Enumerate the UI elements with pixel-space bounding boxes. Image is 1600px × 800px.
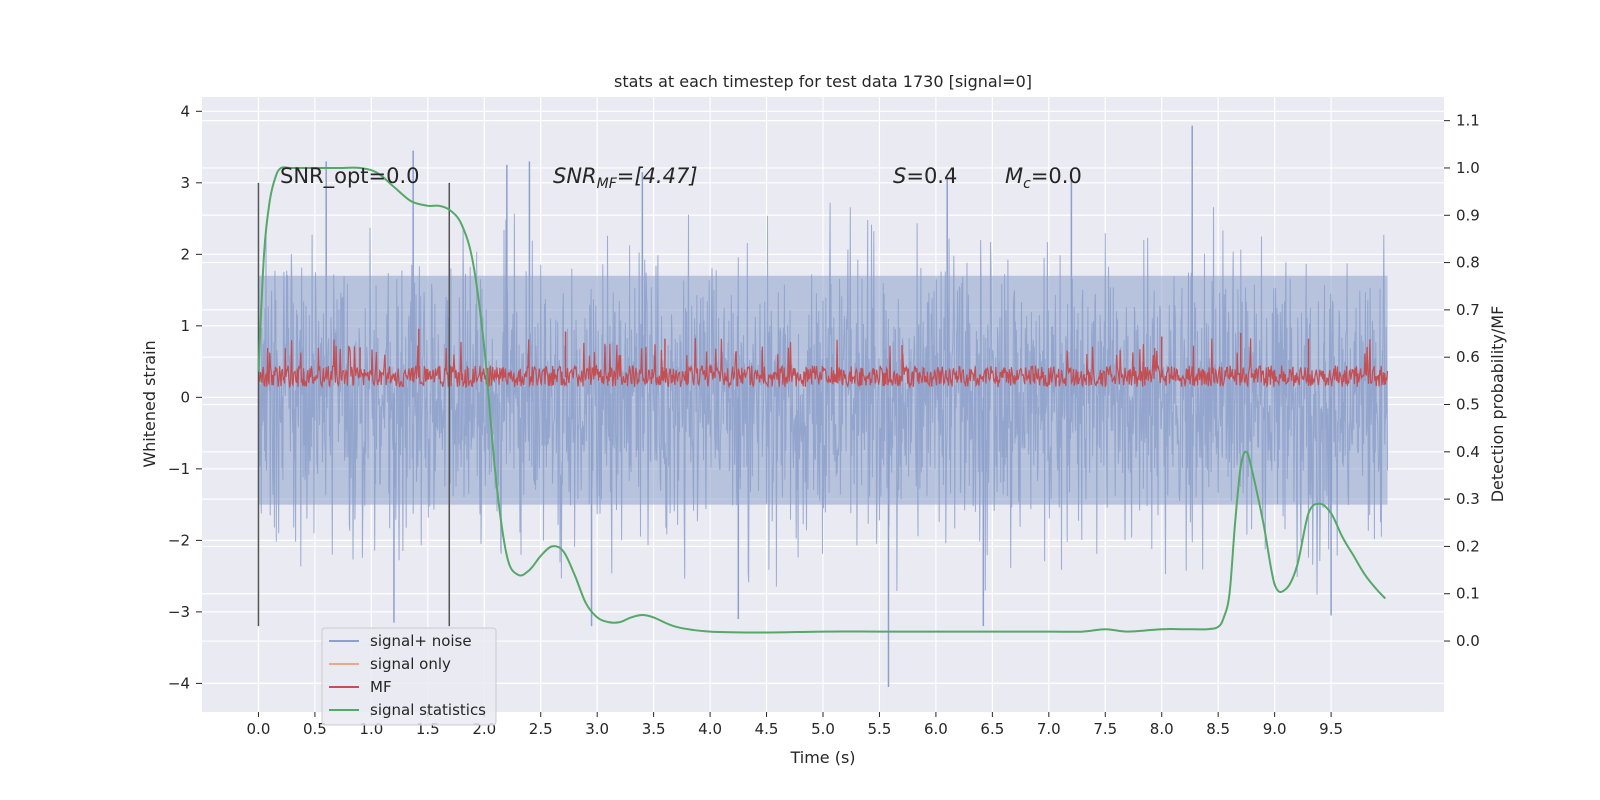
s-annotation: S=0.4 bbox=[893, 164, 957, 188]
right-y-tick-label: 0.7 bbox=[1456, 301, 1480, 319]
legend-box bbox=[321, 627, 497, 726]
x-tick-label: 7.0 bbox=[1037, 720, 1061, 738]
y-tick-label: −4 bbox=[168, 674, 190, 692]
y-tick-label: 4 bbox=[180, 102, 190, 120]
legend-label-signal-noise: signal+ noise bbox=[370, 632, 472, 650]
mf-series bbox=[257, 328, 1389, 389]
legend-label-signal-statistics: signal statistics bbox=[370, 701, 486, 719]
right-y-tick-label: 0.1 bbox=[1456, 585, 1480, 603]
x-tick-label: 5.5 bbox=[868, 720, 892, 738]
legend-label-mf: MF bbox=[370, 678, 392, 696]
x-tick-label: 5.0 bbox=[811, 720, 835, 738]
right-y-tick-label: 0.4 bbox=[1456, 443, 1480, 461]
right-y-tick-label: 0.6 bbox=[1456, 348, 1480, 366]
mc-sub: c bbox=[1023, 176, 1031, 192]
y-tick-label: 0 bbox=[180, 388, 190, 406]
x-tick-label: 0.0 bbox=[247, 720, 271, 738]
snr-mf-main: SNR bbox=[553, 164, 597, 188]
x-tick-label: 9.0 bbox=[1263, 720, 1287, 738]
chart-title: stats at each timestep for test data 173… bbox=[614, 72, 1032, 91]
s-main: S bbox=[893, 164, 906, 188]
y-axis-label: Whitened strain bbox=[140, 340, 159, 467]
y-tick-label: −3 bbox=[168, 603, 190, 621]
x-tick-label: 0.5 bbox=[303, 720, 327, 738]
legend: signal+ noise signal only MF signal stat… bbox=[321, 627, 497, 726]
mf-line bbox=[257, 338, 1389, 389]
snr-mf-annotation: SNRMF=[4.47] bbox=[553, 164, 698, 192]
x-tick-label: 6.0 bbox=[924, 720, 948, 738]
legend-label-signal-only: signal only bbox=[370, 655, 451, 673]
mc-main: M bbox=[1005, 164, 1023, 188]
y-tick-label: −1 bbox=[168, 460, 190, 478]
right-y-tick-label: 0.8 bbox=[1456, 254, 1480, 272]
mc-rest: =0.0 bbox=[1031, 164, 1082, 188]
y-tick-label: 3 bbox=[180, 174, 190, 192]
right-y-axis-label: Detection probability/MF bbox=[1488, 306, 1507, 503]
snr-mf-sub: MF bbox=[597, 176, 618, 192]
vertical-markers bbox=[257, 182, 451, 627]
signal-noise-core-band bbox=[258, 275, 1388, 505]
signal-noise-series bbox=[258, 125, 1388, 687]
x-axis-label: Time (s) bbox=[789, 748, 855, 767]
right-y-tick-label: 0.5 bbox=[1456, 396, 1480, 414]
y-tick-label: 2 bbox=[180, 245, 190, 263]
axes: 0.0 0.5 1.0 1.5 2.0 2.5 3.0 3.5 4.0 4.5 5.0 5.5 6.0 6… bbox=[168, 102, 1480, 738]
right-y-tick-label: 0.0 bbox=[1456, 632, 1480, 650]
right-y-tick-label: 0.9 bbox=[1456, 206, 1480, 224]
y-tick-label: −2 bbox=[168, 531, 190, 549]
right-y-tick-label: 1.0 bbox=[1456, 159, 1480, 177]
x-tick-label: 3.5 bbox=[642, 720, 666, 738]
snr-opt-annotation: SNR_opt=0.0 bbox=[280, 164, 420, 189]
signal-statistics-line bbox=[257, 166, 1387, 634]
x-tick-label: 4.5 bbox=[755, 720, 779, 738]
x-tick-label: 6.5 bbox=[980, 720, 1004, 738]
signal-statistics-series bbox=[257, 166, 1387, 634]
x-tick-label: 2.5 bbox=[529, 720, 553, 738]
right-y-tick-label: 0.3 bbox=[1456, 490, 1480, 508]
x-tick-label: 9.5 bbox=[1319, 720, 1343, 738]
s-rest: =0.4 bbox=[906, 164, 957, 188]
x-tick-label: 7.5 bbox=[1093, 720, 1117, 738]
x-tick-label: 8.0 bbox=[1150, 720, 1174, 738]
mc-annotation: Mc=0.0 bbox=[1005, 164, 1082, 192]
x-tick-label: 4.0 bbox=[698, 720, 722, 738]
x-tick-label: 3.0 bbox=[585, 720, 609, 738]
x-tick-label: 8.5 bbox=[1206, 720, 1230, 738]
snr-mf-rest: =[4.47] bbox=[617, 164, 698, 188]
y-tick-label: 1 bbox=[180, 317, 190, 335]
right-y-tick-label: 0.2 bbox=[1456, 537, 1480, 555]
right-y-tick-label: 1.1 bbox=[1456, 112, 1480, 130]
